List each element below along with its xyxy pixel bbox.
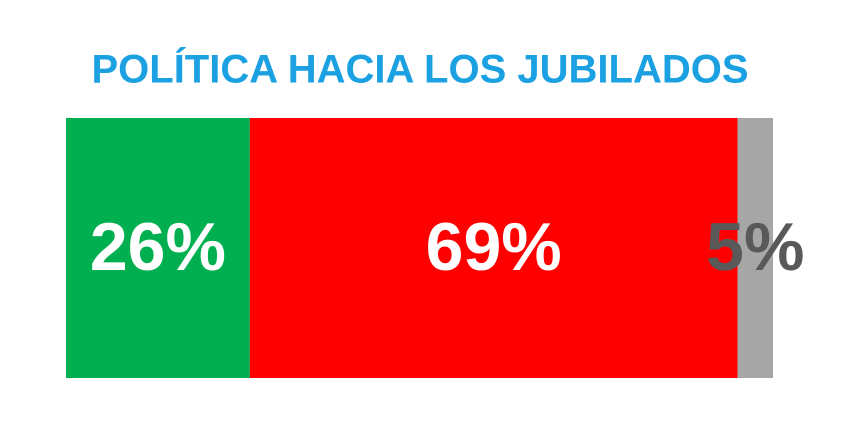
bar-segment	[737, 118, 773, 378]
bar-segment	[66, 118, 250, 378]
bar-segment	[249, 118, 738, 378]
value-label: 5%	[706, 209, 804, 285]
value-label: 26%	[90, 209, 226, 285]
chart-title: POLÍTICA HACIA LOS JUBILADOS	[91, 47, 748, 92]
value-label: 69%	[426, 209, 562, 285]
